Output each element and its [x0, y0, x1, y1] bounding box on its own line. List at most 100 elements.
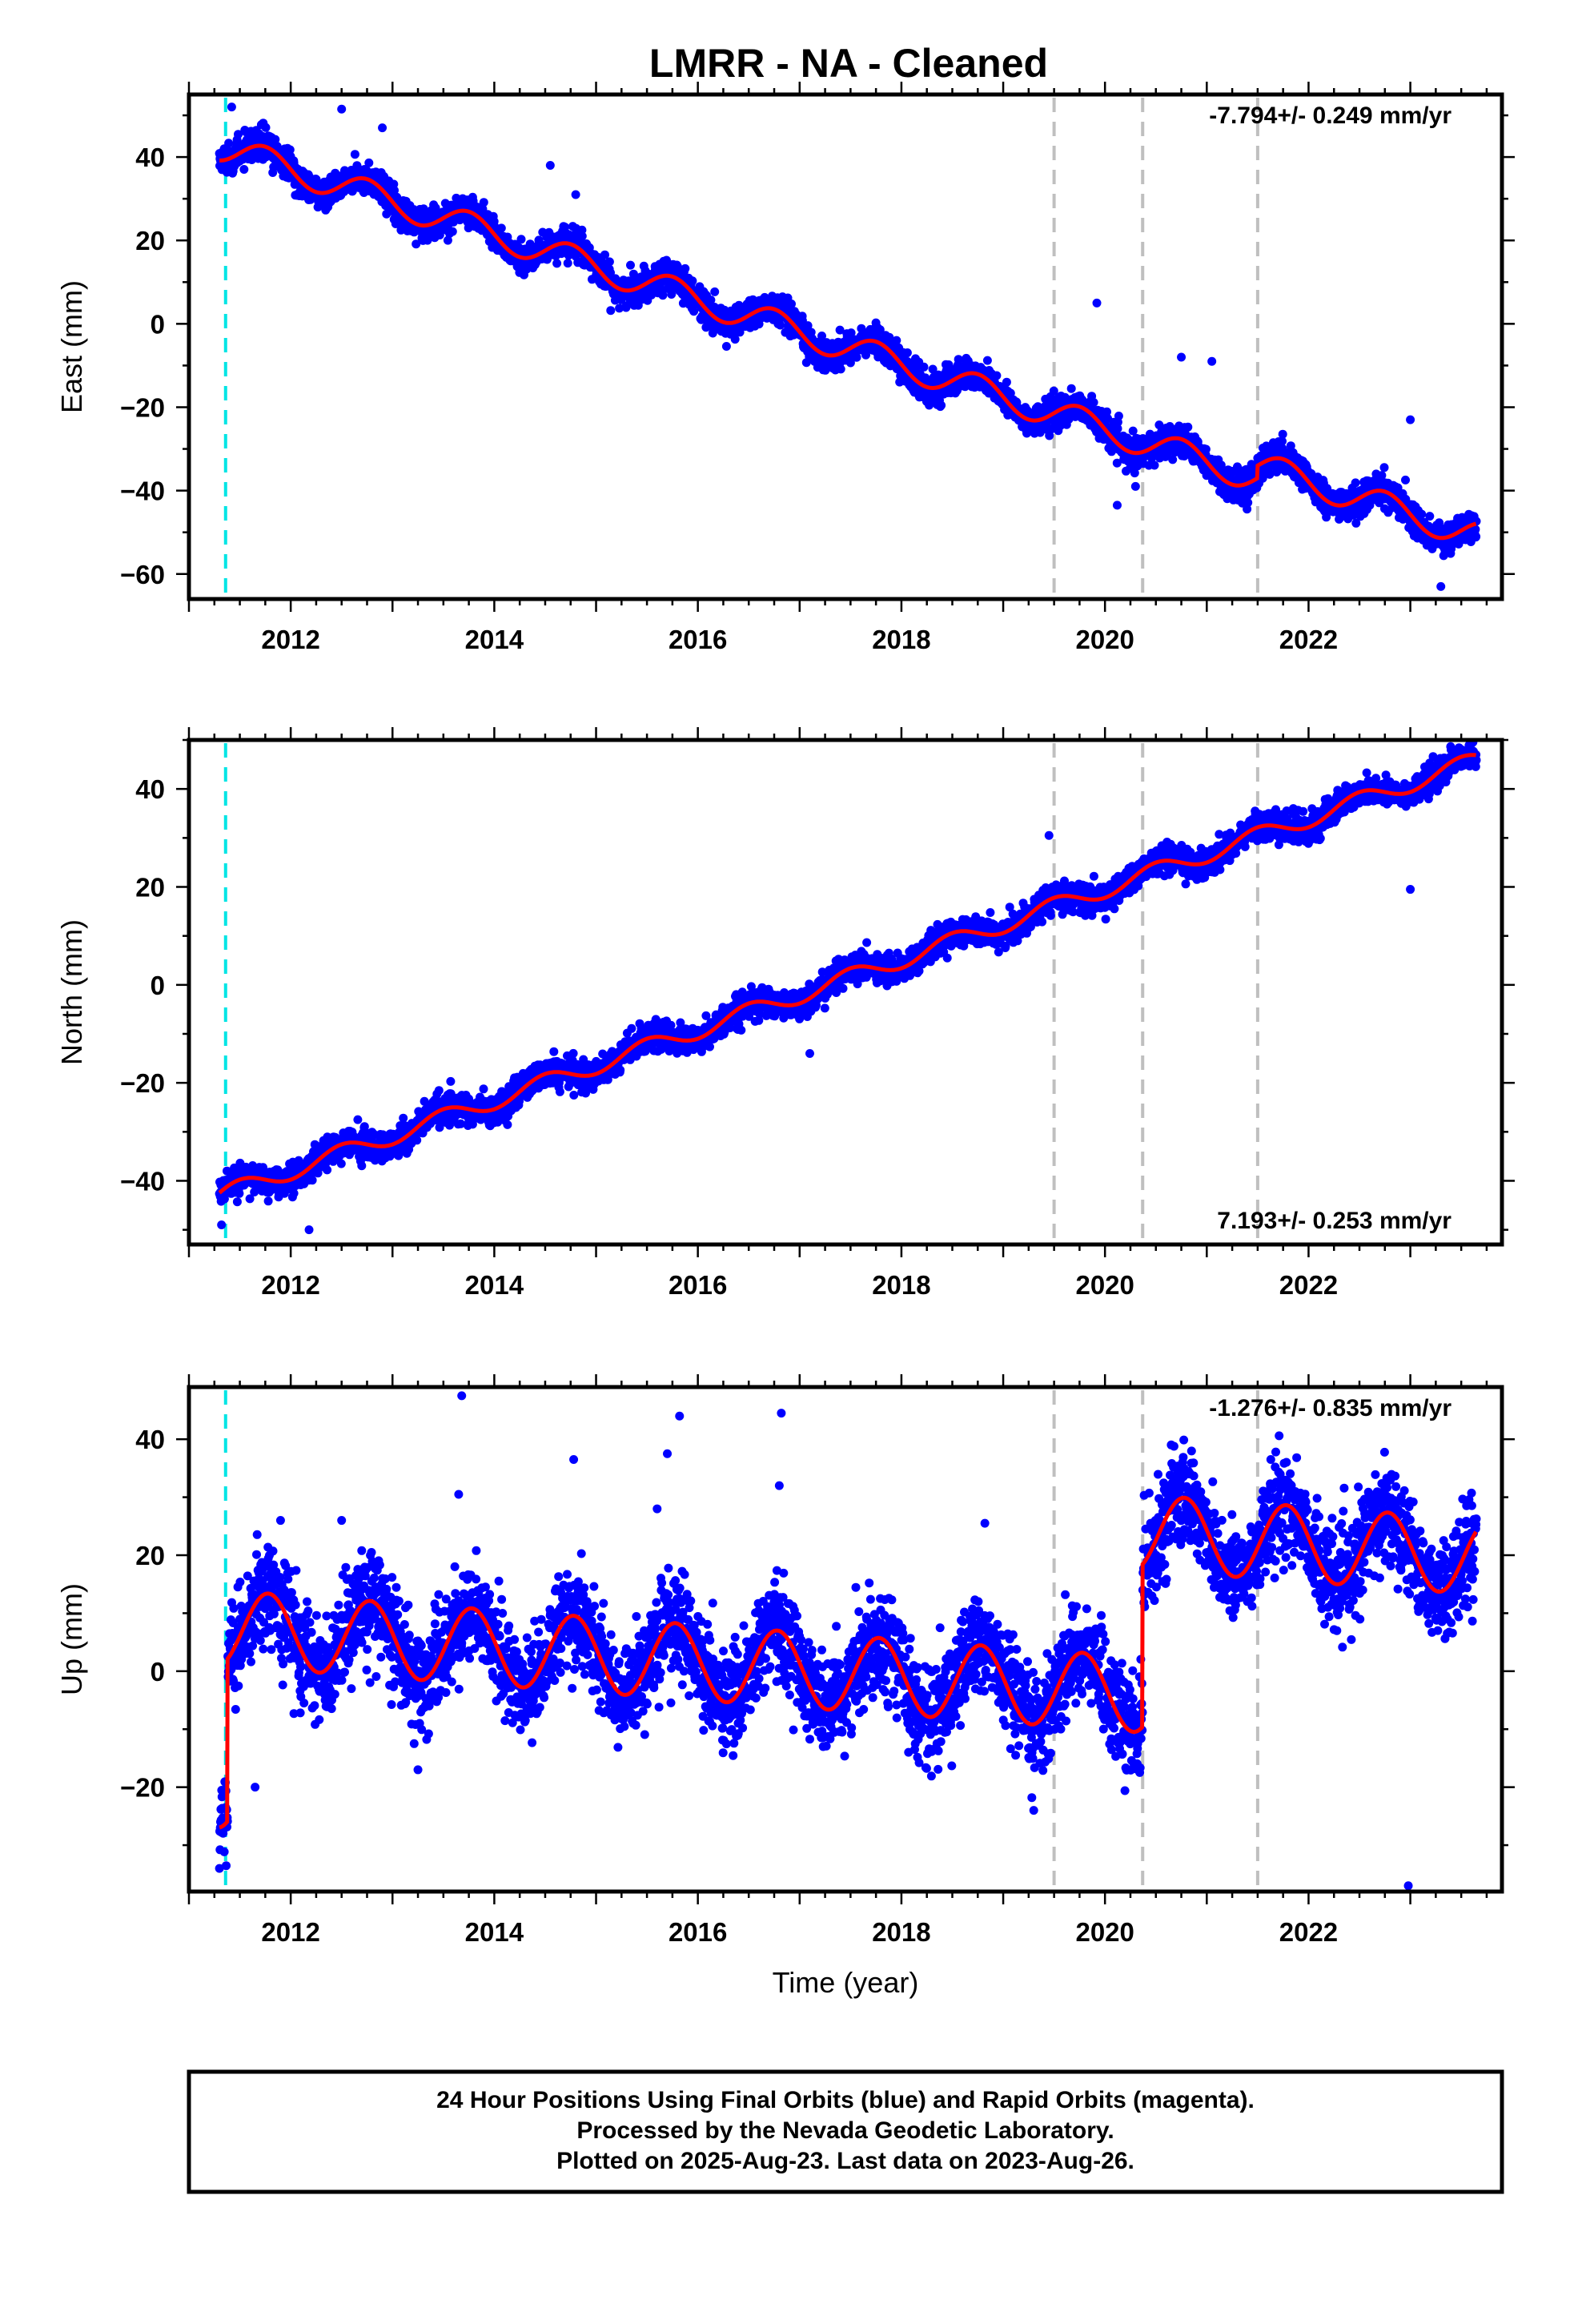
data-point	[902, 348, 912, 357]
data-point	[875, 325, 885, 335]
data-point	[688, 276, 697, 286]
data-point	[1436, 581, 1446, 591]
data-point	[928, 364, 938, 374]
data-point	[1177, 352, 1186, 362]
data-point	[1168, 455, 1178, 464]
y-tick-label: −20	[120, 392, 165, 422]
data-point	[1114, 412, 1123, 420]
data-point	[364, 158, 374, 167]
data-point	[1112, 501, 1122, 510]
data-point	[706, 296, 716, 305]
east-panel: 2012 2014 2016 2018 2020 2022 −60 −40 −20 0 20 40 Ea…	[55, 82, 1515, 654]
data-point	[1049, 386, 1058, 396]
data-point	[681, 263, 690, 273]
x-tick-label: 2012	[261, 625, 319, 654]
data-point	[289, 1188, 299, 1198]
data-point	[1379, 463, 1389, 472]
data-point	[992, 371, 1002, 380]
data-point	[1130, 481, 1140, 491]
data-point	[261, 123, 271, 132]
data-point	[1472, 532, 1481, 541]
data-point	[937, 400, 946, 410]
data-point	[1401, 475, 1410, 485]
data-point	[600, 250, 609, 259]
data-point	[710, 287, 720, 296]
data-point	[606, 306, 616, 316]
data-point	[263, 1196, 273, 1206]
data-point	[448, 227, 457, 236]
data-point	[1150, 460, 1159, 470]
data-point	[235, 1188, 244, 1198]
data-point	[604, 257, 614, 267]
data-point	[776, 320, 785, 330]
data-point	[667, 290, 677, 299]
data-point	[552, 259, 562, 268]
data-point	[730, 335, 740, 344]
data-points	[215, 103, 1481, 591]
data-point	[350, 150, 359, 159]
data-point	[803, 321, 813, 331]
velocity-rate-label: -7.794+/- 0.249 mm/yr	[1209, 103, 1452, 129]
data-point	[496, 223, 506, 233]
data-point	[1066, 384, 1076, 393]
data-point	[378, 123, 387, 133]
data-point	[1002, 377, 1011, 387]
data-point	[836, 364, 845, 374]
data-point	[239, 165, 249, 174]
data-point	[835, 325, 845, 335]
chart-title: LMRR - NA - Cleaned	[649, 41, 1048, 86]
data-point	[227, 103, 236, 112]
data-point	[516, 235, 526, 244]
data-point	[1089, 398, 1098, 407]
data-point	[1243, 498, 1253, 508]
data-point	[846, 328, 856, 338]
data-point	[1092, 298, 1102, 308]
data-point	[1417, 509, 1427, 519]
data-point	[271, 135, 280, 144]
y-tick-label: −40	[120, 476, 165, 506]
y-tick-label: 0	[151, 309, 165, 339]
data-point	[615, 304, 624, 313]
data-point	[479, 198, 488, 207]
data-point	[571, 190, 580, 199]
data-point	[563, 259, 572, 268]
data-point	[577, 231, 587, 241]
y-axis-label: East (mm)	[55, 280, 88, 413]
data-point	[1425, 512, 1435, 521]
data-point	[919, 362, 929, 372]
x-tick-label: 2018	[872, 625, 930, 654]
north-panel: 2012 2014 2016 2018 2020 2022−40−2002040North…	[55, 727, 1515, 1300]
data-points	[215, 740, 1481, 1235]
data-point	[443, 235, 452, 245]
data-point	[390, 186, 399, 195]
y-tick-label: 20	[135, 226, 165, 255]
data-point	[1406, 415, 1415, 424]
data-point	[412, 239, 421, 249]
y-tick-label: 40	[135, 143, 165, 172]
data-point	[1183, 422, 1193, 432]
x-tick-label: 2022	[1279, 625, 1338, 654]
data-point	[787, 300, 796, 308]
data-point	[1351, 478, 1360, 488]
data-point	[721, 342, 731, 351]
data-point	[232, 1197, 242, 1207]
data-point	[337, 104, 347, 114]
data-point	[982, 356, 992, 365]
data-point	[892, 336, 901, 345]
data-point	[1278, 429, 1287, 439]
x-tick-label: 2020	[1075, 625, 1134, 654]
data-point	[954, 355, 963, 364]
x-tick-label: 2016	[669, 625, 727, 654]
y-tick-label: −60	[120, 560, 165, 589]
data-point	[234, 130, 243, 139]
data-point	[861, 350, 870, 360]
data-point	[658, 291, 668, 300]
data-point	[689, 307, 699, 316]
data-point	[1201, 444, 1211, 454]
data-point	[224, 139, 234, 148]
data-point	[1207, 356, 1217, 366]
data-point	[817, 332, 826, 340]
data-point	[626, 260, 635, 270]
x-tick-label: 2014	[465, 625, 524, 654]
